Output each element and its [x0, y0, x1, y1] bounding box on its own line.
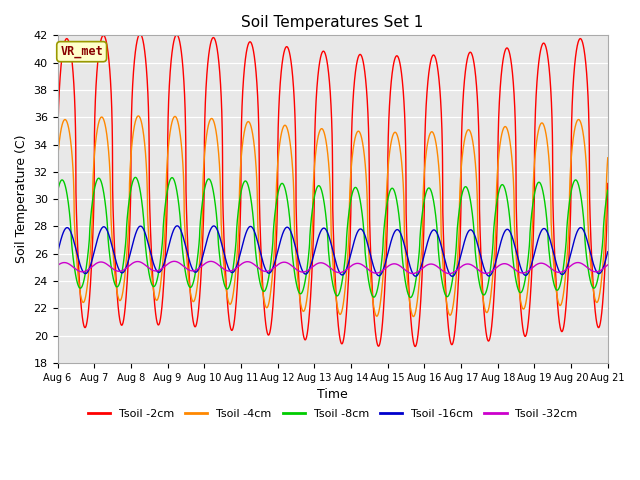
Tsoil -2cm — [581, 51, 589, 57]
Tsoil -4cm — [574, 117, 582, 122]
Tsoil -32cm — [574, 260, 582, 265]
Tsoil -32cm — [170, 258, 178, 264]
Legend: Tsoil -2cm, Tsoil -4cm, Tsoil -8cm, Tsoil -16cm, Tsoil -32cm: Tsoil -2cm, Tsoil -4cm, Tsoil -8cm, Tsoi… — [83, 404, 582, 423]
Line: Tsoil -8cm: Tsoil -8cm — [58, 178, 608, 298]
Tsoil -32cm — [314, 261, 322, 266]
Tsoil -16cm — [456, 256, 464, 262]
Tsoil -2cm — [472, 71, 479, 76]
Y-axis label: Soil Temperature (C): Soil Temperature (C) — [15, 135, 28, 264]
Tsoil -16cm — [581, 230, 589, 236]
X-axis label: Time: Time — [317, 388, 348, 401]
Tsoil -8cm — [314, 183, 322, 189]
Tsoil -4cm — [241, 128, 248, 133]
Tsoil -4cm — [472, 160, 479, 166]
Tsoil -32cm — [472, 264, 479, 270]
Tsoil -32cm — [54, 263, 61, 268]
Tsoil -4cm — [54, 157, 61, 163]
Tsoil -8cm — [456, 203, 464, 209]
Tsoil -8cm — [241, 179, 248, 184]
Tsoil -16cm — [314, 236, 322, 241]
Tsoil -8cm — [406, 295, 414, 300]
Tsoil -2cm — [136, 31, 144, 37]
Title: Soil Temperatures Set 1: Soil Temperatures Set 1 — [241, 15, 424, 30]
Tsoil -2cm — [604, 180, 612, 186]
Tsoil -4cm — [581, 143, 589, 149]
Line: Tsoil -2cm: Tsoil -2cm — [58, 34, 608, 347]
Tsoil -8cm — [54, 189, 61, 195]
Tsoil -16cm — [472, 234, 479, 240]
Tsoil -4cm — [410, 313, 417, 319]
Tsoil -4cm — [314, 134, 322, 140]
Tsoil -16cm — [449, 274, 456, 279]
Tsoil -16cm — [604, 249, 612, 255]
Tsoil -8cm — [604, 187, 612, 193]
Line: Tsoil -32cm: Tsoil -32cm — [58, 261, 608, 274]
Tsoil -32cm — [241, 259, 248, 265]
Line: Tsoil -4cm: Tsoil -4cm — [58, 116, 608, 316]
Tsoil -16cm — [574, 227, 582, 233]
Tsoil -16cm — [54, 250, 61, 255]
Tsoil -2cm — [456, 244, 464, 250]
Line: Tsoil -16cm: Tsoil -16cm — [58, 226, 608, 276]
Tsoil -2cm — [314, 72, 322, 78]
Tsoil -8cm — [472, 250, 479, 256]
Tsoil -8cm — [132, 175, 140, 180]
Tsoil -4cm — [456, 189, 464, 195]
Tsoil -2cm — [54, 184, 61, 190]
Tsoil -32cm — [581, 263, 589, 268]
Tsoil -8cm — [581, 234, 589, 240]
Text: VR_met: VR_met — [60, 45, 103, 58]
Tsoil -16cm — [241, 235, 248, 240]
Tsoil -32cm — [456, 265, 464, 271]
Tsoil -2cm — [574, 40, 582, 46]
Tsoil -8cm — [574, 180, 582, 186]
Tsoil -2cm — [412, 344, 419, 349]
Tsoil -2cm — [241, 64, 248, 70]
Tsoil -4cm — [604, 155, 612, 161]
Tsoil -32cm — [604, 262, 612, 268]
Tsoil -4cm — [134, 113, 142, 119]
Tsoil -32cm — [445, 271, 453, 276]
Tsoil -16cm — [173, 223, 181, 228]
